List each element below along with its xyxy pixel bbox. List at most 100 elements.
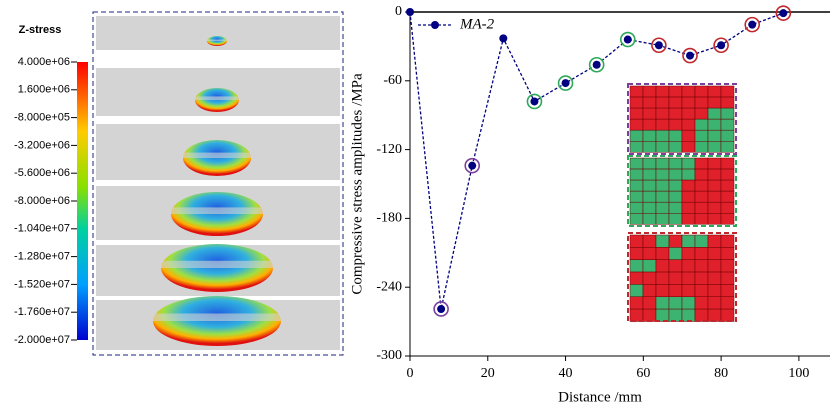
grid-cell: [694, 259, 709, 273]
grid-cell: [681, 168, 696, 181]
grid-cell: [720, 168, 735, 181]
grid-cell: [681, 259, 696, 273]
inset-frame: [627, 83, 737, 155]
inset-grids: [627, 83, 737, 322]
stress-blob-top: [207, 39, 227, 41]
grid-cell: [629, 141, 644, 153]
grid-cell: [655, 85, 670, 98]
grid-cell: [655, 234, 670, 248]
grid-cell: [642, 271, 657, 285]
grid-cell: [707, 259, 722, 273]
grid-cell: [655, 247, 670, 260]
colorbar-label: -1.280e+07: [14, 251, 70, 263]
grid-cell: [681, 308, 696, 322]
grid-cell: [694, 168, 709, 181]
grid-cell: [655, 271, 670, 285]
grid-cell: [629, 85, 644, 98]
grid-cell: [655, 179, 670, 192]
grid-cell: [642, 168, 657, 181]
colorbar-label: -1.760e+07: [14, 306, 70, 318]
grid-cell: [707, 157, 722, 170]
point-ring: [619, 31, 636, 48]
grid-cell: [642, 157, 657, 170]
point-ring: [713, 37, 729, 54]
grid-cell: [629, 168, 644, 181]
grid-cell: [707, 201, 722, 214]
colorbar-label: -1.520e+07: [14, 278, 70, 290]
grid-cell: [655, 296, 670, 310]
grid-cell: [668, 234, 683, 248]
grid-cell: [642, 308, 657, 322]
grid-cell: [629, 107, 644, 120]
grid-cell: [668, 190, 683, 203]
grid-cell: [720, 85, 735, 98]
x-tick-label: 20: [481, 366, 495, 381]
colorbar: [77, 62, 88, 340]
grid-cell: [668, 85, 683, 98]
grid-cell: [668, 308, 683, 322]
grid-cell: [655, 157, 670, 170]
grid-cell: [642, 107, 657, 120]
grid-cell: [720, 284, 735, 297]
colorbar-title: Z-stress: [19, 24, 62, 36]
legend-label: MA-2: [459, 16, 495, 32]
colorbar-label: -8.000e+05: [14, 112, 70, 124]
grid-cell: [642, 85, 657, 98]
grid-cell: [642, 247, 657, 260]
point-ring: [526, 93, 543, 110]
grid-cell: [655, 141, 670, 153]
grid-cell: [642, 190, 657, 203]
grid-cell: [668, 247, 683, 260]
point: [406, 8, 414, 16]
point: [437, 304, 446, 313]
grid-cell: [720, 201, 735, 214]
grid-cell: [642, 179, 657, 192]
grid-cell: [720, 247, 735, 260]
y-tick-label: -300: [376, 348, 402, 363]
grid-cell: [720, 308, 735, 322]
colorbar-label: -3.200e+06: [14, 139, 70, 151]
grid-cell: [642, 213, 657, 225]
grid-cell: [720, 259, 735, 273]
grid-cell: [694, 107, 709, 120]
grid-cell: [668, 271, 683, 285]
point-ring: [744, 16, 761, 33]
grid-cell: [629, 234, 644, 248]
grid-cell: [655, 168, 670, 181]
grid-cell: [642, 284, 657, 297]
point: [686, 51, 694, 60]
grid-cell: [720, 213, 735, 225]
grid-cell: [655, 201, 670, 214]
stress-blob-top: [171, 207, 263, 214]
grid-cell: [629, 308, 644, 322]
grid-cell: [668, 141, 683, 153]
grid-cell: [681, 179, 696, 192]
grid-cell: [629, 213, 644, 225]
grid-cell: [694, 247, 709, 260]
grid-cell: [707, 118, 722, 131]
grid-cell: [655, 129, 670, 142]
grid-cell: [694, 308, 709, 322]
grid-cell: [655, 96, 670, 109]
point-ring: [775, 5, 792, 21]
grid-cell: [655, 259, 670, 273]
grid-cell: [629, 190, 644, 203]
x-tick-label: 60: [636, 366, 650, 381]
colorbar-label: -5.600e+06: [14, 167, 70, 179]
inset-frame: [627, 155, 737, 227]
grid-cell: [629, 118, 644, 131]
grid-cell: [668, 96, 683, 109]
colorbar-label: -8.000e+06: [14, 195, 70, 207]
colorbar-label: 1.600e+06: [18, 84, 70, 96]
grid-cell: [681, 157, 696, 170]
grid-cell: [707, 96, 722, 109]
x-tick-label: 0: [407, 366, 414, 381]
grid-cell: [668, 157, 683, 170]
y-tick-label: -240: [376, 279, 402, 294]
point: [530, 97, 539, 106]
grid-cell: [707, 308, 722, 322]
grid-cell: [720, 118, 735, 131]
grid-cell: [655, 118, 670, 131]
grid-cell: [642, 259, 657, 273]
grid-cell: [707, 168, 722, 181]
